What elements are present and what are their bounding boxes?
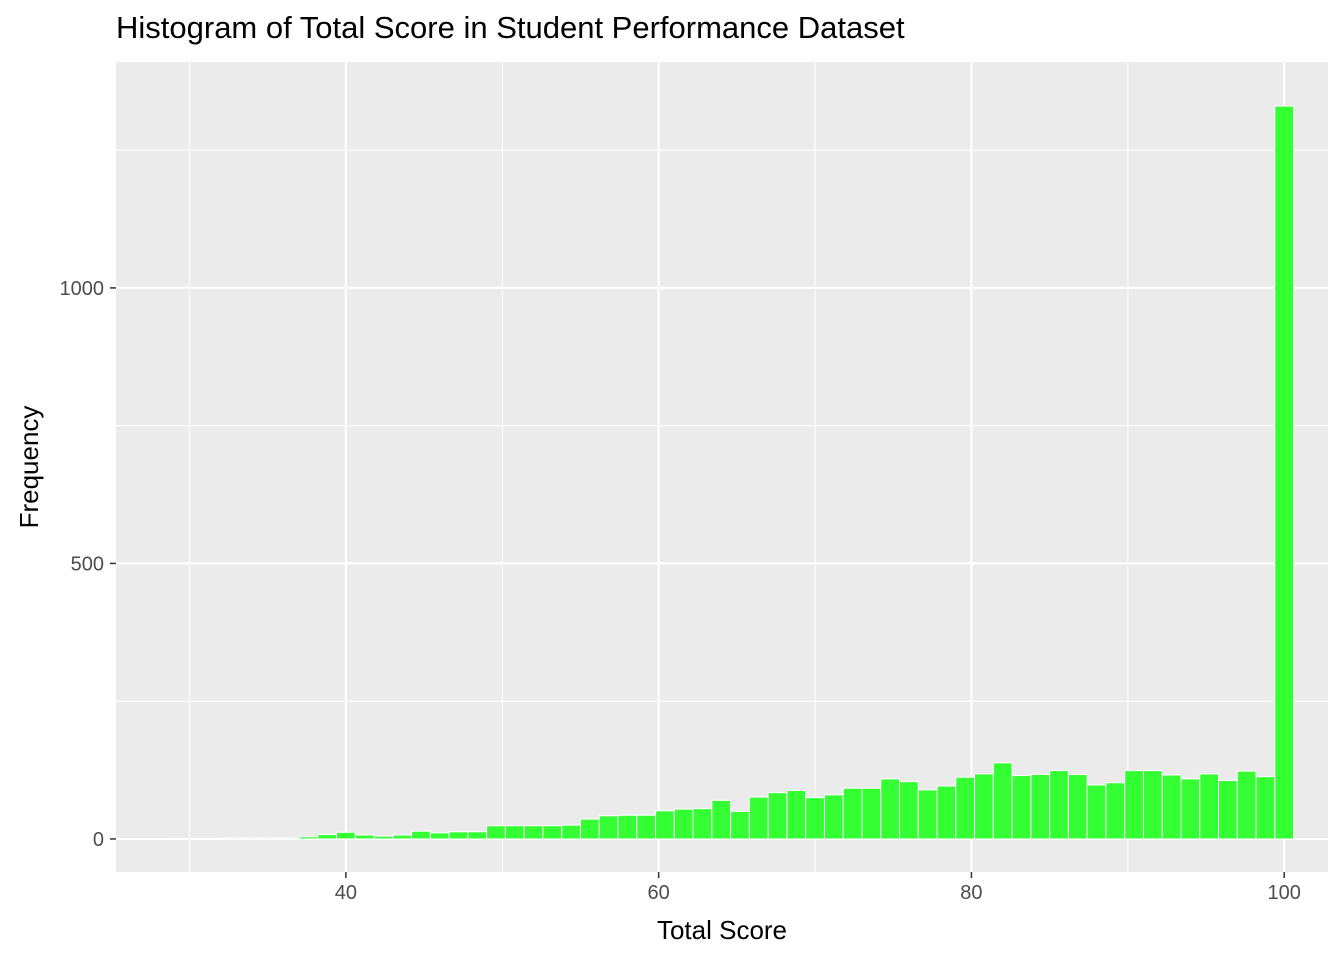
histogram-bar	[1142, 770, 1163, 840]
histogram-bar	[1030, 773, 1051, 840]
x-tick-label: 40	[335, 882, 357, 904]
histogram-bar	[767, 792, 788, 840]
histogram-bar	[411, 830, 431, 840]
histogram-bar	[167, 837, 187, 840]
histogram-bar	[1124, 770, 1144, 840]
x-tick-label: 60	[648, 882, 670, 904]
histogram-bar	[1011, 775, 1032, 840]
histogram-bar	[1199, 773, 1220, 840]
histogram-bar	[260, 837, 281, 840]
histogram-bar	[486, 825, 506, 840]
histogram-bar	[955, 776, 976, 840]
histogram-bar	[467, 831, 488, 840]
histogram-bars	[167, 105, 1295, 840]
histogram-bar	[1218, 780, 1238, 840]
histogram-bar	[974, 773, 994, 840]
histogram-bar	[242, 837, 262, 840]
minor-gridlines	[116, 62, 1328, 872]
histogram-bar	[617, 814, 638, 840]
histogram-bar	[1086, 784, 1107, 840]
histogram-bar	[1236, 770, 1257, 840]
histogram-bar	[1274, 105, 1295, 840]
histogram-bar	[561, 824, 581, 840]
histogram-bar	[542, 825, 563, 840]
histogram-bar	[1180, 778, 1201, 840]
histogram-bar	[861, 787, 882, 840]
plot-panel	[116, 62, 1328, 872]
histogram-bar	[1255, 776, 1276, 840]
histogram-bar	[692, 808, 713, 840]
histogram-bar	[185, 837, 206, 840]
histogram-bar	[730, 810, 750, 840]
x-axis-title: Total Score	[657, 915, 787, 945]
histogram-bar	[1067, 773, 1088, 840]
histogram-bar	[673, 808, 694, 840]
histogram-bar	[392, 834, 413, 840]
histogram-bar	[842, 787, 863, 840]
histogram-bar	[1105, 782, 1126, 840]
histogram-bar	[598, 815, 619, 840]
x-tick-label: 80	[960, 882, 982, 904]
histogram-bar	[936, 785, 957, 840]
histogram-bar	[917, 789, 938, 840]
histogram-bar	[523, 825, 544, 840]
chart-title: Histogram of Total Score in Student Perf…	[116, 10, 905, 45]
histogram-bar	[655, 810, 675, 840]
histogram-bar	[880, 778, 900, 840]
histogram-bar	[373, 835, 394, 840]
x-axis: 40 60 80 100	[335, 872, 1301, 904]
histogram-bar	[204, 837, 225, 840]
histogram-bar	[354, 834, 375, 840]
histogram-bar	[579, 818, 600, 840]
histogram-bar	[317, 834, 338, 840]
y-tick-label: 500	[71, 553, 104, 575]
histogram-bar	[805, 797, 825, 840]
histogram-bar	[223, 837, 244, 840]
y-axis-title: Frequency	[14, 406, 44, 529]
histogram-bar	[786, 789, 807, 840]
histogram-bar	[1161, 774, 1182, 840]
histogram-bar	[429, 832, 450, 840]
histogram-bar	[711, 799, 732, 840]
histogram-bar	[992, 762, 1013, 840]
y-tick-label: 1000	[60, 278, 105, 300]
histogram-bar	[748, 796, 769, 840]
histogram-bar	[448, 831, 469, 840]
histogram-bar	[1049, 770, 1069, 840]
histogram-bar	[298, 836, 319, 840]
y-axis: 0 500 1000	[60, 278, 116, 851]
histogram-bar	[504, 825, 525, 840]
histogram-bar	[898, 781, 919, 840]
histogram-bar	[336, 831, 356, 840]
histogram-bar	[279, 837, 300, 840]
y-tick-label: 0	[93, 829, 104, 851]
histogram-bar	[636, 814, 657, 840]
x-tick-label: 100	[1268, 882, 1301, 904]
histogram-bar	[823, 794, 844, 840]
